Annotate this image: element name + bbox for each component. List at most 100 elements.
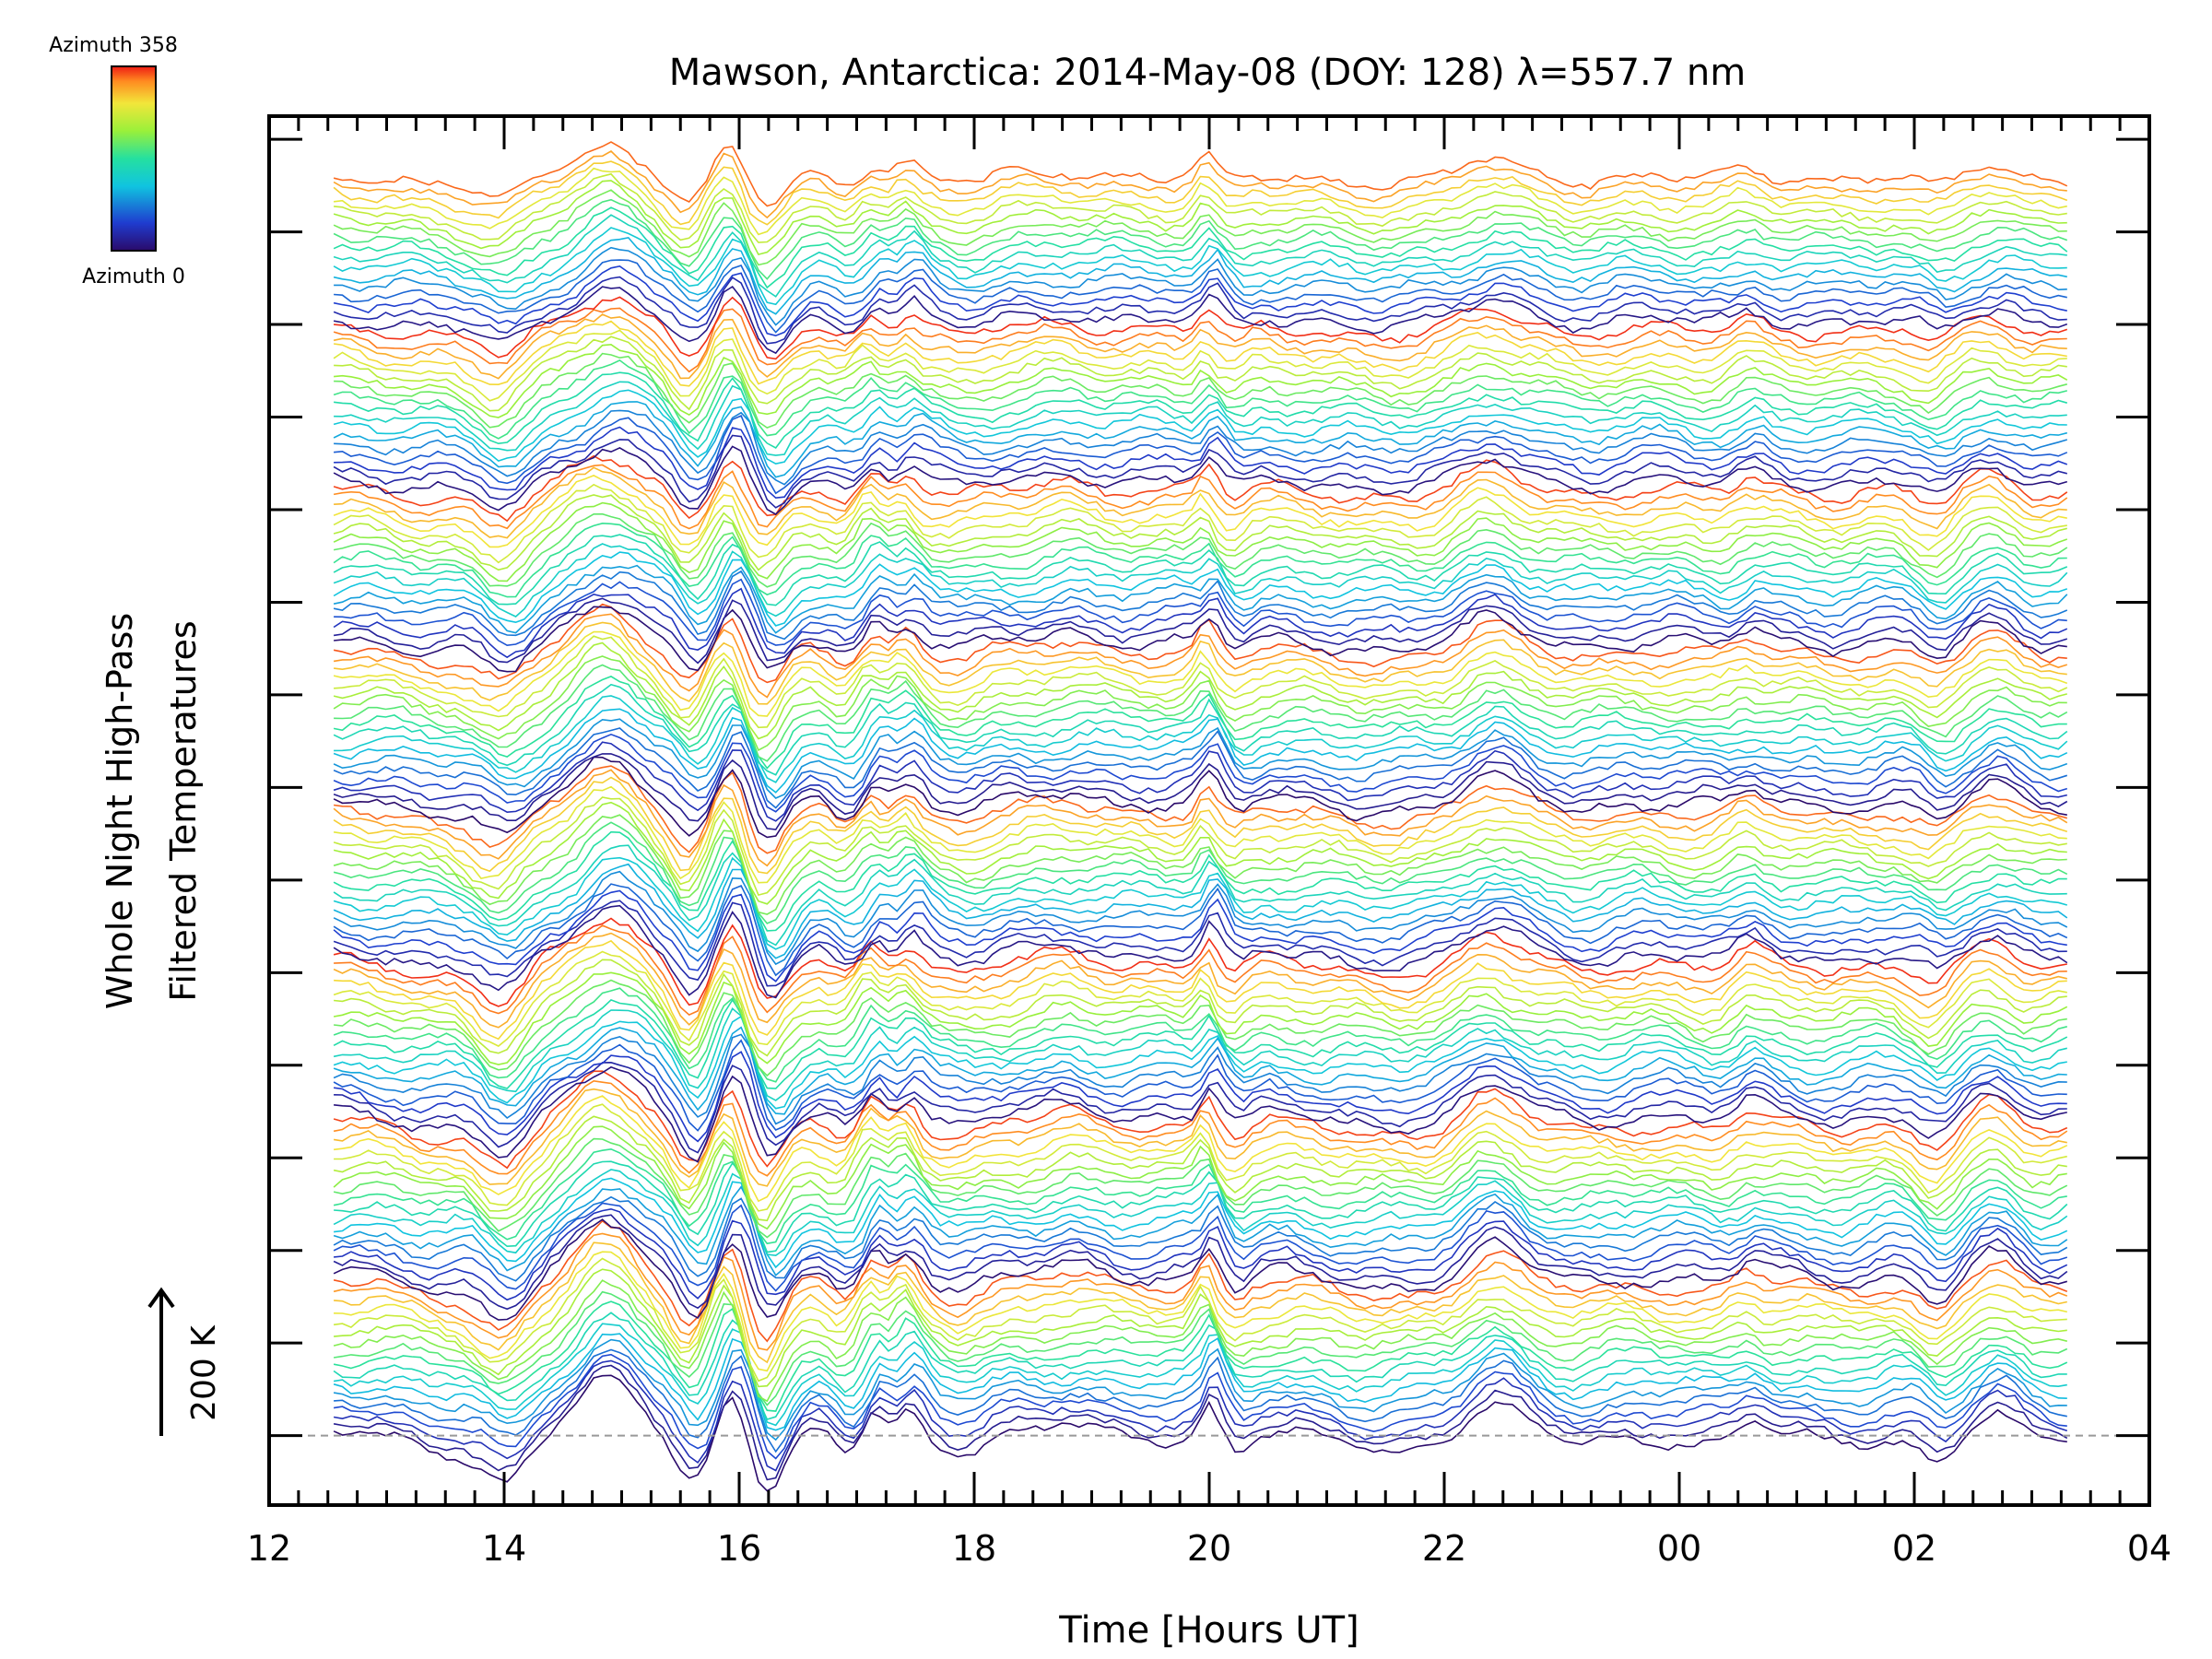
- trace-line: [333, 870, 2068, 966]
- trace-line: [334, 335, 2067, 412]
- trace-line: [334, 381, 2067, 456]
- trace-line: [333, 494, 2067, 571]
- trace-line: [333, 512, 2068, 588]
- scale-label: 200 K: [185, 1324, 223, 1421]
- trace-line: [333, 445, 2068, 515]
- trace-line: [334, 1241, 2067, 1364]
- colorbar-bottom-label: Azimuth 0: [82, 265, 185, 288]
- trace-line: [333, 206, 2068, 289]
- trace-line: [334, 1348, 2067, 1453]
- trace-line: [333, 329, 2067, 402]
- trace-line: [334, 578, 2067, 647]
- trace-line: [333, 676, 2067, 770]
- trace-line: [333, 1300, 2068, 1412]
- trace-line: [333, 769, 2068, 867]
- trace-line: [334, 259, 2067, 334]
- trace-line: [333, 198, 2068, 280]
- trace-line: [334, 296, 2068, 360]
- trace-line: [333, 932, 2067, 1029]
- trace-line: [333, 1257, 2067, 1382]
- trace-line: [333, 551, 2068, 627]
- trace-line: [333, 613, 2068, 699]
- colorbar: [111, 65, 157, 252]
- trace-line: [333, 150, 2067, 219]
- trace-line: [333, 501, 2068, 582]
- x-tick-label: 04: [2127, 1528, 2171, 1569]
- trace-line: [334, 371, 2068, 450]
- trace-line: [333, 1039, 2067, 1132]
- trace-line: [333, 718, 2068, 799]
- trace-line: [333, 765, 2068, 854]
- trace-line: [334, 924, 2067, 1017]
- trace-line: [333, 756, 2067, 839]
- trace-line: [334, 1095, 2068, 1203]
- x-tick-label: 18: [952, 1528, 996, 1569]
- y-axis-label: Whole Night High-Pass Filtered Temperatu…: [100, 613, 204, 1009]
- trace-line: [333, 683, 2068, 776]
- trace-line: [334, 415, 2068, 495]
- trace-line: [333, 904, 2068, 999]
- trace-line: [334, 1061, 2067, 1154]
- trace-line: [333, 830, 2067, 932]
- trace-line: [333, 950, 2067, 1047]
- trace-line: [333, 359, 2067, 440]
- x-axis-label: Time [Hours UT]: [1058, 1609, 1359, 1652]
- trace-line: [333, 796, 2067, 897]
- trace-line: [333, 522, 2067, 598]
- trace-line: [333, 801, 2067, 905]
- trace-line: [334, 959, 2067, 1057]
- trace-line: [333, 1333, 2067, 1431]
- trace-line: [334, 621, 2067, 705]
- trace-line: [333, 753, 2068, 830]
- trace-line: [333, 889, 2067, 982]
- trace-line: [333, 475, 2067, 548]
- trace-line: [333, 265, 2067, 337]
- trace-line: [333, 534, 2068, 606]
- trace-line: [334, 695, 2068, 783]
- trace-line: [333, 785, 2067, 884]
- trace-line: [333, 741, 2067, 822]
- trace-line: [333, 434, 2067, 509]
- trace-line: [334, 1251, 2067, 1372]
- colorbar-top-label: Azimuth 358: [49, 34, 178, 57]
- trace-line: [333, 1219, 2068, 1343]
- trace-line: [333, 189, 2067, 266]
- trace-line: [333, 307, 2067, 373]
- trace-line: [333, 1364, 2068, 1481]
- trace-line: [334, 979, 2067, 1077]
- trace-line: [333, 1374, 2067, 1492]
- trace-line: [333, 727, 2068, 809]
- trace-line: [333, 1026, 2067, 1115]
- scale-arrow-icon: [147, 1287, 175, 1436]
- trace-line: [333, 733, 2068, 813]
- trace-line: [333, 1125, 2067, 1230]
- trace-line: [334, 1268, 2067, 1388]
- trace-line: [333, 708, 2068, 794]
- trace-line: [333, 1323, 2067, 1427]
- trace-line: [333, 587, 2068, 659]
- trace-line: [333, 180, 2067, 256]
- x-tick-labels: 12 14 16 18 20 22 00 02 04: [247, 1528, 2171, 1569]
- trace-line: [333, 160, 2068, 226]
- trace-line: [333, 863, 2068, 959]
- trace-line: [333, 1115, 2067, 1222]
- trace-line: [333, 641, 2068, 740]
- trace-line: [334, 343, 2068, 418]
- trace-line: [333, 1232, 2068, 1351]
- trace-line: [333, 1137, 2068, 1239]
- trace-line: [334, 1160, 2068, 1253]
- x-tick-label: 22: [1422, 1528, 1466, 1569]
- trace-line: [334, 635, 2068, 729]
- trace-line: [333, 1007, 2067, 1101]
- trace-line: [333, 1359, 2068, 1472]
- trace-line: [333, 1195, 2068, 1282]
- trace-line: [333, 597, 2068, 665]
- trace-line: [333, 141, 2068, 207]
- trace-line: [333, 401, 2067, 478]
- trace-line: [334, 1103, 2067, 1212]
- trace-line: [334, 606, 2067, 673]
- trace-line: [333, 389, 2067, 465]
- trace-line: [333, 1218, 2068, 1321]
- trace-line: [333, 998, 2068, 1089]
- axis-ticks: [267, 116, 2151, 1505]
